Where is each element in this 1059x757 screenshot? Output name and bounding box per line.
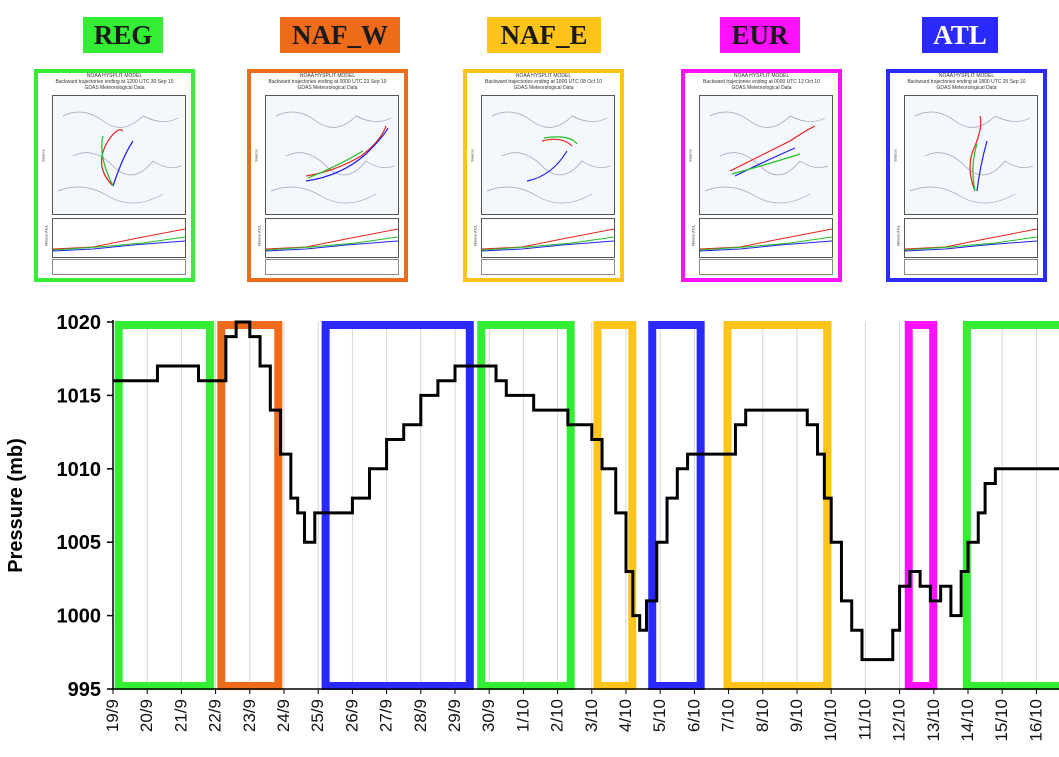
thumbnail-met-title: GDAS Meteorological Data [731, 85, 792, 91]
thumbnail-map [265, 95, 399, 215]
thumbnail-footer [481, 259, 615, 275]
period-box-reg [114, 321, 214, 690]
category-label-atl: ATL [922, 17, 998, 53]
pressure-chart: 995 1000 1005 1010 1015 1020 Pressure (mb) 19/9… [5, 312, 1059, 742]
trajectory-map-naf-e: NOAA HYSPLIT MODEL Backward trajectories … [463, 69, 624, 282]
thumbnail-height-profile [265, 218, 399, 258]
thumbnail-run-title: Backward trajectories ending at 1800 UTC… [907, 79, 1026, 85]
thumbnail-run-title: Backward trajectories ending at 1200 UTC… [55, 79, 174, 85]
category-label-reg: REG [83, 17, 163, 53]
trajectory-map-atl: NOAA HYSPLIT MODEL Backward trajectories … [886, 69, 1047, 282]
thumbnail-profile-axis: Meters AGL [256, 224, 262, 247]
thumbnail-map [481, 95, 615, 215]
period-box-atl [321, 321, 474, 690]
x-tick-label: 28/9 [411, 699, 430, 732]
thumbnail-footer [904, 259, 1038, 275]
thumbnail-profile-axis: Meters AGL [43, 224, 49, 247]
x-tick-label: 19/9 [103, 699, 122, 732]
y-tick-label: 1010 [57, 459, 102, 481]
thumbnail-met-title: GDAS Meteorological Data [513, 85, 574, 91]
thumbnail-met-title: GDAS Meteorological Data [297, 85, 358, 91]
x-tick-label: 5/10 [650, 699, 669, 732]
thumbnail-map [699, 95, 833, 215]
y-tick-label: 1005 [57, 532, 102, 554]
x-tick-label: 16/10 [1026, 699, 1045, 742]
x-tick-label: 15/10 [992, 699, 1011, 742]
thumbnail-profile-axis: Meters AGL [895, 224, 901, 247]
x-tick-label: 26/9 [342, 699, 361, 732]
thumbnail-met-title: GDAS Meteorological Data [84, 85, 145, 91]
y-tick-label: 1015 [57, 385, 102, 407]
trajectory-map-reg: NOAA HYSPLIT MODEL Backward trajectories … [34, 69, 195, 282]
y-tick-label: 1000 [57, 606, 102, 628]
x-tick-label: 23/9 [240, 699, 259, 732]
thumbnail-height-profile [904, 218, 1038, 258]
x-tick-label: 22/9 [206, 699, 225, 732]
thumbnail-profile-axis: Meters AGL [690, 224, 696, 247]
period-box-eur [904, 321, 938, 690]
x-tick-label: 8/10 [753, 699, 772, 732]
x-tick-label: 10/10 [821, 699, 840, 742]
y-tick-label: 1020 [57, 312, 102, 334]
x-tick-label: 29/9 [445, 699, 464, 732]
x-tick-label: 6/10 [684, 699, 703, 732]
pressure-line [113, 320, 1059, 662]
x-tick-label: 2/10 [548, 699, 567, 732]
x-tick-label: 11/10 [855, 699, 874, 740]
thumbnail-source-axis: Source [892, 149, 898, 162]
period-box-atl [648, 321, 705, 690]
thumbnail-met-title: GDAS Meteorological Data [936, 85, 997, 91]
x-tick-label: 21/9 [171, 699, 190, 732]
thumbnail-run-title: Backward trajectories ending at 1800 UTC… [484, 79, 602, 85]
x-tick-label: 1/10 [513, 699, 532, 732]
thumbnail-source-axis: Source [687, 149, 693, 162]
thumbnail-height-profile [52, 218, 186, 258]
thumbnail-run-title: Backward trajectories ending at 0000 UTC… [702, 79, 820, 85]
x-tick-label: 27/9 [377, 699, 396, 732]
category-label-naf-e: NAF_E [487, 17, 601, 53]
thumbnail-profile-axis: Meters AGL [472, 224, 478, 247]
thumbnail-model-title: NOAA HYSPLIT MODEL [733, 73, 790, 79]
thumbnail-map [904, 95, 1038, 215]
thumbnail-model-title: NOAA HYSPLIT MODEL [515, 73, 572, 79]
x-tick-label: 25/9 [308, 699, 327, 732]
thumbnail-run-title: Backward trajectories ending at 0000 UTC… [268, 79, 387, 85]
thumbnail-model-title: NOAA HYSPLIT MODEL [938, 73, 995, 79]
thumbnail-source-axis: Source [253, 149, 259, 162]
trajectory-map-naf-w: NOAA HYSPLIT MODEL Backward trajectories … [247, 69, 408, 282]
x-tick-label: 12/10 [890, 699, 909, 742]
thumbnail-height-profile [699, 218, 833, 258]
x-tick-label: 20/9 [137, 699, 156, 732]
trajectory-map-eur: NOAA HYSPLIT MODEL Backward trajectories … [681, 69, 842, 282]
y-tick-label: 995 [68, 679, 101, 701]
x-tick-label: 9/10 [787, 699, 806, 732]
thumbnail-footer [52, 259, 186, 275]
thumbnail-model-title: NOAA HYSPLIT MODEL [86, 73, 143, 79]
x-tick-label: 4/10 [616, 699, 635, 732]
thumbnail-source-axis: Source [40, 149, 46, 162]
period-box-reg [962, 321, 1059, 690]
thumbnail-footer [699, 259, 833, 275]
thumbnail-footer [265, 259, 399, 275]
thumbnail-source-axis: Source [469, 149, 475, 162]
period-box-naf-e [723, 321, 832, 690]
thumbnail-height-profile [481, 218, 615, 258]
y-axis-title: Pressure (mb) [5, 438, 27, 573]
period-box-naf-e [593, 321, 637, 690]
period-box-reg [477, 321, 575, 690]
x-tick-label: 24/9 [274, 699, 293, 732]
thumbnail-map [52, 95, 186, 215]
thumbnail-model-title: NOAA HYSPLIT MODEL [299, 73, 356, 79]
x-tick-label: 3/10 [582, 699, 601, 732]
x-tick-label: 13/10 [924, 699, 943, 742]
x-tick-label: 14/10 [958, 699, 977, 742]
category-label-eur: EUR [720, 17, 800, 53]
x-tick-label: 7/10 [719, 699, 738, 732]
category-label-naf-w: NAF_W [280, 17, 400, 53]
x-tick-label: 30/9 [479, 699, 498, 732]
